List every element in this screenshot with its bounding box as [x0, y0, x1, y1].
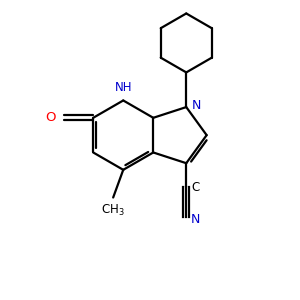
Text: C: C: [191, 181, 200, 194]
Text: CH$_3$: CH$_3$: [101, 202, 125, 217]
Text: NH: NH: [115, 80, 132, 94]
Text: O: O: [45, 111, 56, 124]
Text: N: N: [192, 99, 202, 112]
Text: N: N: [191, 213, 201, 226]
